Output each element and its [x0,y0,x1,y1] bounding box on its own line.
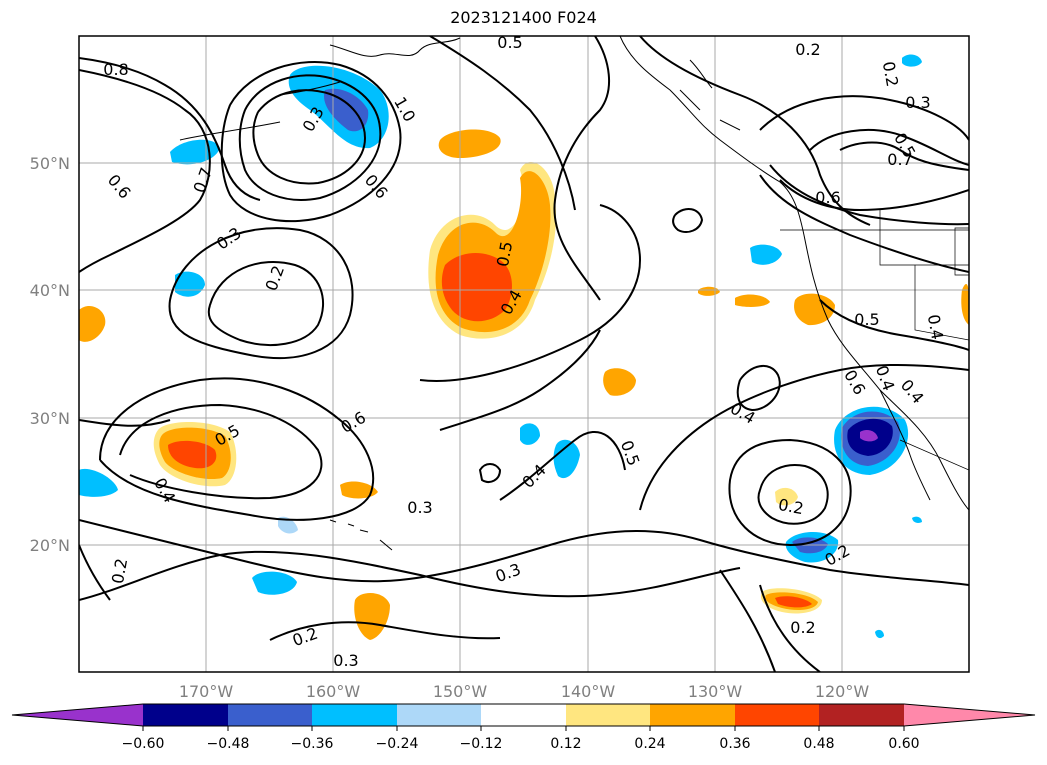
colorbar-segment [312,704,397,726]
colorbar-segment [735,704,819,726]
contour-label: 0.7 [887,150,912,169]
contour-label: 0.3 [905,93,930,112]
colorbar-segment [566,704,650,726]
contour-label: 0.4 [727,399,759,428]
map-title: 2023121400 F024 [450,8,597,27]
contour-label: 0.5 [854,310,879,329]
colorbar-tick-label: −0.12 [460,736,503,752]
contour-label: 0.6 [104,171,135,203]
lat-tick-label: 40°N [30,281,70,300]
lat-axis: 50°N 40°N 30°N 20°N [30,154,70,555]
plot-frame [78,35,970,673]
colorbar: −0.60 −0.48 −0.36 −0.24 −0.12 0.12 0.24 … [11,703,1036,752]
colorbar-tick-label: −0.60 [122,736,165,752]
contour-label: 0.6 [337,408,369,437]
contour-label: 0.2 [777,495,805,518]
contour-label: 0.3 [493,560,523,587]
contour-label: 0.2 [790,618,815,637]
colorbar-tick-label: −0.48 [207,736,250,752]
contour-label: 0.8 [103,60,128,79]
contour-label: 0.5 [493,240,516,268]
coastlines [179,36,969,551]
lon-tick-label: 150°W [433,682,488,701]
contour-label: 0.3 [213,223,245,253]
contour-label: 0.7 [190,165,217,195]
contour-label: 0.4 [897,376,928,408]
lon-tick-label: 170°W [179,682,234,701]
colorbar-extend-high [904,704,1035,726]
lon-tick-label: 160°W [306,682,361,701]
contour-label: 0.3 [333,651,358,670]
colorbar-tick-label: 0.48 [803,736,834,752]
anomaly-shading [79,54,969,640]
colorbar-tick-label: −0.24 [376,736,419,752]
negative-anomaly-region [79,54,922,639]
colorbar-tick-label: 0.36 [719,736,750,752]
lat-tick-label: 50°N [30,154,70,173]
contour-label: 0.5 [497,33,522,52]
colorbar-tick-label: 0.24 [634,736,665,752]
colorbar-tick-label: 0.12 [550,736,581,752]
colorbar-extend-low [12,704,143,726]
contour-label: 0.6 [815,188,840,207]
lon-axis: 170°W 160°W 150°W 140°W 130°W 120°W [179,682,870,701]
colorbar-segment [819,704,904,726]
contour-label: 0.4 [924,313,947,341]
colorbar-segment [397,704,481,726]
colorbar-tick-label: −0.36 [291,736,334,752]
lat-tick-label: 20°N [30,536,70,555]
colorbar-tick-label: 0.60 [888,736,919,752]
contour-label: 0.5 [617,438,644,468]
graticule [79,36,969,672]
lon-tick-label: 120°W [815,682,870,701]
colorbar-segment [650,704,735,726]
contour-lines [79,36,969,672]
contour-label: 0.4 [872,363,899,393]
lat-tick-label: 30°N [30,409,70,428]
lon-tick-label: 140°W [561,682,616,701]
contour-label: 0.3 [407,498,432,517]
lon-tick-label: 130°W [688,682,743,701]
contour-label: 0.2 [290,624,320,651]
contour-label: 0.2 [795,40,820,59]
colorbar-segment [143,704,228,726]
contour-label: 1.0 [390,93,419,125]
contour-label: 0.2 [108,557,131,585]
contour-label: 0.2 [879,60,902,88]
contour-label: 0.4 [150,474,179,506]
colorbar-segment [481,704,566,726]
contour-label: 0.2 [262,263,289,293]
colorbar-segment [228,704,312,726]
